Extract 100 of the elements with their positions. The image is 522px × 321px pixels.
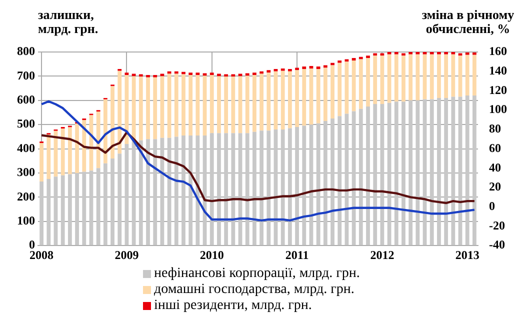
y-tick-label: 500: [17, 116, 35, 131]
bar: [338, 62, 342, 116]
bar: [231, 133, 236, 246]
y2-tick-label: 20: [489, 180, 501, 194]
y2-tick-label: 60: [489, 140, 501, 155]
bar: [124, 144, 129, 246]
bar: [174, 74, 178, 137]
bar: [82, 172, 86, 246]
bar: [210, 74, 214, 134]
y2-tick-label: -40: [489, 238, 505, 252]
bar: [224, 76, 228, 134]
bar: [280, 129, 285, 246]
bar: [387, 54, 392, 103]
bar: [323, 120, 328, 246]
bar: [380, 53, 384, 56]
bar: [416, 100, 420, 246]
bar: [132, 76, 136, 142]
y2-axis-title: зміна в річному обчисленні, %: [422, 7, 515, 36]
bar: [146, 139, 150, 246]
y2-tick-label: 160: [489, 44, 507, 58]
bar: [40, 142, 44, 182]
bar: [437, 98, 441, 246]
bar: [373, 104, 378, 246]
y-axis-title: залишки, млрд. грн.: [38, 7, 98, 36]
bar: [210, 133, 214, 246]
bar: [458, 56, 462, 97]
bar: [465, 96, 470, 246]
bar: [217, 133, 221, 246]
bar: [330, 62, 334, 66]
bar: [472, 52, 476, 55]
bar: [430, 99, 434, 246]
bar: [266, 130, 271, 246]
bar: [402, 53, 406, 56]
bar: [302, 126, 306, 246]
bar: [274, 71, 278, 130]
bar: [280, 68, 285, 71]
bar: [196, 74, 200, 136]
bar: [274, 68, 278, 72]
bar: [238, 76, 242, 134]
bar: [288, 128, 292, 246]
bar: [75, 124, 79, 173]
bar: [160, 76, 164, 138]
bar: [110, 158, 114, 246]
bar: [60, 175, 65, 246]
bar: [260, 130, 264, 246]
bar: [160, 138, 164, 246]
y2-tick-label: 0: [489, 198, 495, 213]
x-tick-label: 2010: [200, 248, 224, 262]
bar: [295, 127, 299, 246]
bar: [295, 68, 299, 70]
y-tick-label: 400: [17, 140, 35, 155]
bar: [245, 76, 250, 134]
y2-tick-label: 40: [489, 160, 501, 174]
bar: [358, 59, 363, 109]
bar: [352, 111, 356, 246]
bar: [252, 74, 256, 132]
bar: [330, 118, 334, 246]
y2-tick-label: 140: [489, 63, 507, 78]
legend-label: домашні господарства, млрд. грн.: [154, 282, 354, 298]
bar: [380, 56, 384, 104]
bar: [188, 135, 193, 246]
bar: [46, 134, 51, 180]
bar: [174, 136, 178, 246]
bar: [231, 76, 236, 134]
bar: [288, 71, 292, 128]
bar: [366, 106, 370, 246]
bar: [430, 54, 434, 100]
bar: [316, 68, 320, 124]
bar: [437, 54, 441, 98]
x-tick-label: 2011: [285, 248, 309, 262]
bar: [373, 56, 378, 104]
bar: [451, 54, 456, 97]
bar: [153, 77, 158, 140]
x-tick-label: 2012: [370, 248, 394, 262]
bar: [188, 74, 193, 136]
bar: [68, 174, 72, 246]
bar: [182, 135, 186, 246]
bar: [394, 54, 398, 102]
bar: [110, 86, 114, 158]
bar: [344, 62, 349, 114]
legend-label: нефінансові корпорації, млрд. грн.: [154, 266, 360, 282]
bar: [252, 132, 256, 246]
bar: [316, 123, 320, 246]
bar: [103, 163, 108, 246]
bar: [366, 58, 370, 106]
bar: [288, 68, 292, 72]
y-tick-label: 600: [17, 92, 35, 106]
y-tick-label: 700: [17, 68, 35, 82]
bar: [89, 170, 94, 246]
bar: [153, 139, 158, 246]
bar: [380, 104, 384, 246]
bar: [54, 176, 58, 246]
bar: [295, 70, 299, 128]
bar: [352, 60, 356, 112]
y2-tick-label: -20: [489, 218, 505, 232]
bar: [118, 154, 122, 246]
bar: [260, 71, 264, 74]
bar: [60, 128, 65, 176]
bar: [408, 54, 413, 100]
bar: [103, 99, 108, 164]
